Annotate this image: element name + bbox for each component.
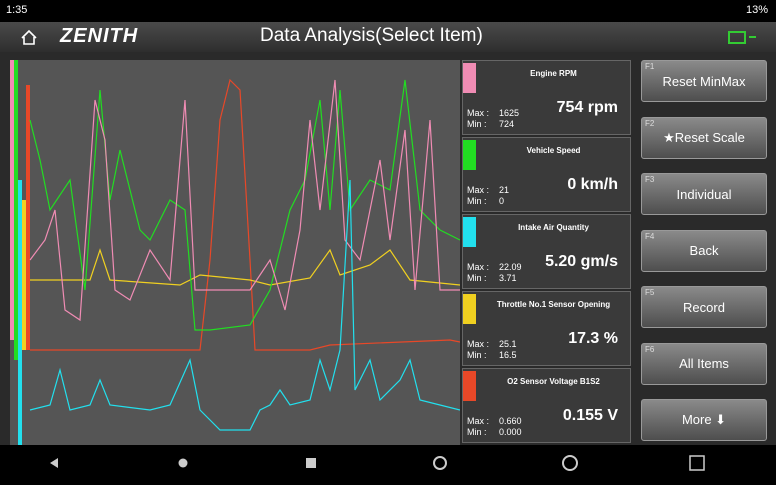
trace <box>29 79 460 322</box>
trace <box>30 248 460 286</box>
item-panel[interactable]: Engine RPM Max : 1625 Min : 724 754 rpm <box>462 60 631 135</box>
battery-icon <box>728 31 756 44</box>
button-label: Record <box>683 299 725 315</box>
min-value: 724 <box>499 119 515 129</box>
nav-icons <box>50 455 705 471</box>
max-label: Max : <box>467 185 490 195</box>
item-panel[interactable]: Intake Air Quantity Max : 22.09 Min : 3.71 5.… <box>462 214 631 289</box>
screenshot-icon[interactable] <box>689 455 705 471</box>
trace <box>30 78 460 351</box>
function-button[interactable]: F3 Individual <box>641 173 767 215</box>
function-key: F3 <box>645 175 655 184</box>
max-value: 22.09 <box>499 262 522 272</box>
settings-icon[interactable] <box>433 456 447 470</box>
function-button[interactable]: More ⬇ <box>641 399 767 441</box>
home-icon[interactable] <box>20 29 38 45</box>
scale-bar <box>14 60 18 360</box>
max-value: 1625 <box>499 108 520 118</box>
color-swatch <box>463 294 476 324</box>
max-label: Max : <box>467 108 490 118</box>
browser-icon[interactable] <box>562 455 578 471</box>
title: Data Analysis(Select Item) <box>260 25 483 46</box>
function-key: F1 <box>645 62 655 71</box>
max-value: 0.660 <box>499 416 522 426</box>
min-label: Min : <box>467 273 487 283</box>
button-label: Reset MinMax <box>662 73 746 89</box>
function-key: F5 <box>645 288 655 297</box>
item-panel[interactable]: Vehicle Speed Max : 21 Min : 0 0 km/h <box>462 137 631 212</box>
clock: 1:35 <box>6 4 28 16</box>
header: ZENITH Data Analysis(Select Item) <box>0 22 776 52</box>
color-swatch <box>463 140 476 170</box>
min-value: 0 <box>499 196 505 206</box>
home-button[interactable] <box>178 458 188 468</box>
status-bar: 1:35 13% <box>0 0 776 22</box>
item-value: 754 rpm <box>556 99 618 116</box>
trace <box>29 79 460 331</box>
min-value: 16.5 <box>499 350 517 360</box>
item-panel[interactable]: O2 Sensor Voltage B1S2 Max : 0.660 Min : 0.0… <box>462 368 631 443</box>
nav-bar <box>0 445 776 480</box>
button-label: More ⬇ <box>681 412 727 427</box>
max-value: 25.1 <box>499 339 517 349</box>
item-name: Engine RPM <box>530 69 577 78</box>
scale-bar <box>10 60 14 340</box>
trace <box>29 179 460 431</box>
item-value: 0.155 V <box>562 407 618 424</box>
function-key: F2 <box>645 118 655 128</box>
item-name: O2 Sensor Voltage B1S2 <box>507 377 600 386</box>
min-label: Min : <box>467 119 487 129</box>
min-label: Min : <box>467 196 487 206</box>
max-label: Max : <box>467 416 490 426</box>
button-label: All Items <box>679 356 729 371</box>
graph <box>10 60 460 445</box>
recents-button[interactable] <box>306 458 316 468</box>
function-button[interactable]: F2 ★Reset Scale <box>641 116 767 159</box>
color-swatch <box>463 371 476 401</box>
item-name: Vehicle Speed <box>526 146 581 155</box>
function-key: F6 <box>645 344 655 354</box>
item-value: 0 km/h <box>567 176 618 193</box>
item-value: 17.3 % <box>568 330 618 347</box>
scale-bar <box>26 85 30 350</box>
item-panel[interactable]: Throttle No.1 Sensor Opening Max : 25.1 Min… <box>462 291 631 366</box>
color-swatch <box>463 63 476 93</box>
min-label: Min : <box>467 427 487 437</box>
function-button[interactable]: F6 All Items <box>641 342 767 385</box>
max-value: 21 <box>499 185 510 195</box>
function-key: F4 <box>645 231 655 241</box>
scale-bar <box>22 200 26 350</box>
function-button[interactable]: F5 Record <box>641 286 767 328</box>
button-label: Individual <box>676 186 732 202</box>
back-icon[interactable] <box>50 458 58 468</box>
min-value: 3.71 <box>499 273 517 283</box>
item-name: Intake Air Quantity <box>518 223 589 232</box>
item-value: 5.20 gm/s <box>545 253 618 270</box>
battery: 13% <box>745 4 768 16</box>
button-label: ★Reset Scale <box>663 129 745 145</box>
scale-bar <box>18 180 22 445</box>
logo: ZENITH <box>60 25 139 47</box>
color-swatch <box>463 217 476 247</box>
function-button[interactable]: F4 Back <box>641 229 767 272</box>
button-label: Back <box>689 243 719 258</box>
function-button[interactable]: F1 Reset MinMax <box>641 60 767 102</box>
max-label: Max : <box>467 339 490 349</box>
item-name: Throttle No.1 Sensor Opening <box>496 300 611 309</box>
max-label: Max : <box>467 262 490 272</box>
min-value: 0.000 <box>499 427 522 437</box>
min-label: Min : <box>467 350 487 360</box>
